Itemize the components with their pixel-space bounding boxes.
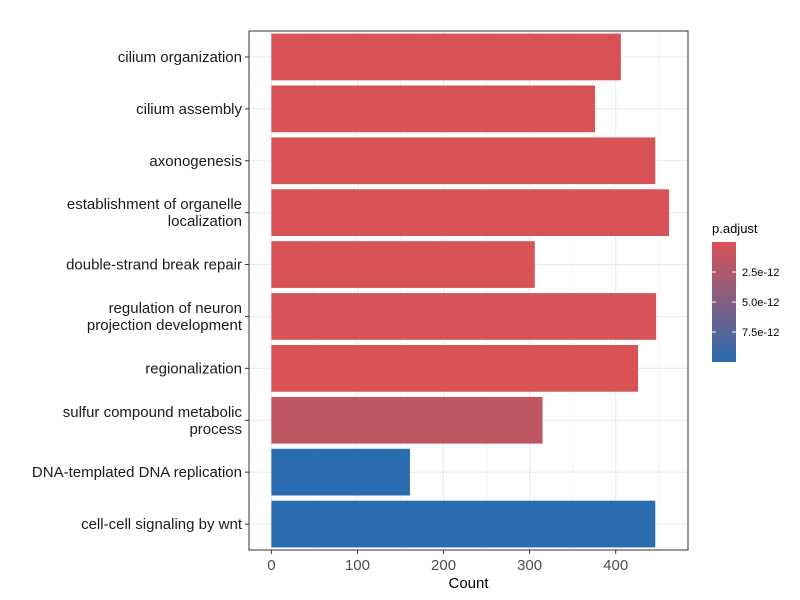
bar xyxy=(271,396,543,444)
x-tick-label: 200 xyxy=(431,557,456,574)
x-axis-title: Count xyxy=(448,575,489,592)
category-label: cilium assembly xyxy=(136,101,242,118)
x-tick-label: 0 xyxy=(267,557,275,574)
bar xyxy=(271,137,656,185)
panel-border xyxy=(248,30,689,551)
category-label: regulation of neuron projection developme… xyxy=(87,300,243,334)
bar xyxy=(271,33,621,81)
category-label: sulfur compound metabolic process xyxy=(63,404,243,438)
category-label: DNA-templated DNA replication xyxy=(32,464,242,481)
legend-tick-label: 5.0e-12 xyxy=(742,297,779,309)
bar xyxy=(271,241,535,288)
bar xyxy=(271,344,639,392)
bar xyxy=(271,448,410,496)
category-label: regionalization xyxy=(145,360,242,377)
y-axis: cilium organization cilium assembly axonog… xyxy=(32,49,249,533)
legend-title: p.adjust xyxy=(712,221,758,236)
x-tick-label: 300 xyxy=(517,557,542,574)
legend: p.adjust 2.5e-12 5.0e-12 7.5e-12 xyxy=(712,221,779,362)
legend-tick-label: 2.5e-12 xyxy=(742,267,779,279)
bar xyxy=(271,85,596,133)
x-tick-label: 400 xyxy=(603,557,628,574)
category-label: cilium organization xyxy=(118,49,242,66)
category-label: double-strand break repair xyxy=(66,257,242,274)
category-label: establishment of organelle localization xyxy=(67,196,242,230)
x-tick-label: 100 xyxy=(345,557,370,574)
bar xyxy=(271,293,657,340)
category-label: axonogenesis xyxy=(149,153,242,170)
x-axis: 0 100 200 300 400 xyxy=(267,550,628,574)
bar xyxy=(271,500,656,548)
legend-ticks: 2.5e-12 5.0e-12 7.5e-12 xyxy=(712,267,779,339)
legend-tick-label: 7.5e-12 xyxy=(742,327,779,339)
bar xyxy=(271,189,670,237)
category-label: cell-cell signaling by wnt xyxy=(81,516,243,533)
bars xyxy=(271,33,670,548)
